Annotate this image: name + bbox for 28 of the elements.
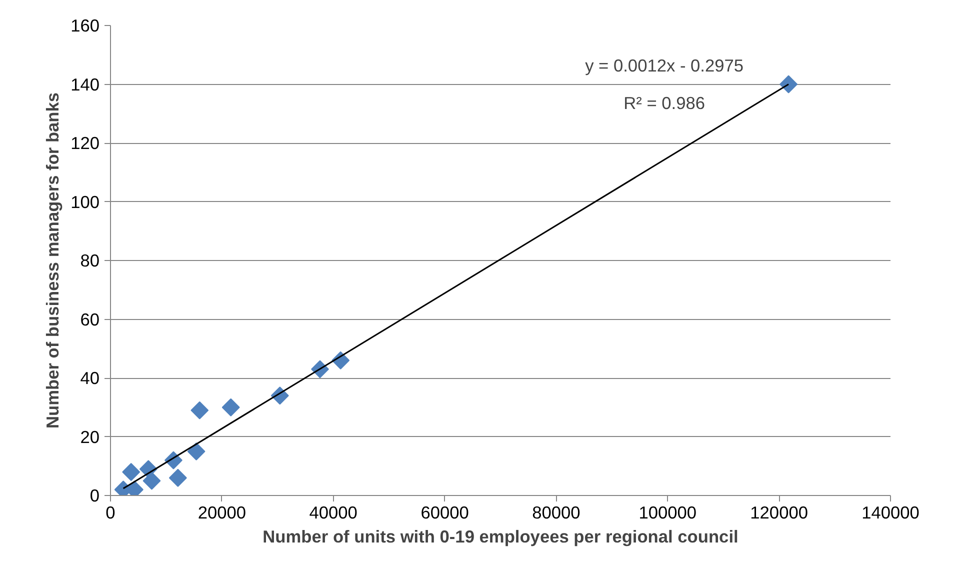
y-tick-label: 100 (70, 192, 100, 212)
y-tick-label: 0 (90, 486, 100, 506)
point (187, 442, 206, 460)
x-tick-label: 0 (106, 502, 116, 522)
x-tick-label: 80000 (532, 502, 580, 522)
y-tick-label: 120 (70, 133, 100, 153)
x-tick-label: 40000 (309, 502, 358, 522)
y-tick-label: 140 (70, 74, 100, 94)
x-tick-label: 140000 (862, 502, 920, 522)
point (222, 398, 240, 416)
y-tick-label: 20 (80, 426, 100, 447)
annotation: y = 0.0012x - 0.2975 (585, 55, 744, 76)
y-tick-label: 60 (80, 309, 100, 330)
y-tick-label: 80 (80, 250, 100, 270)
x-axis-title: Number of units with 0-19 employees per regional council (262, 526, 738, 546)
point (190, 401, 209, 420)
x-tick-label: 20000 (198, 502, 246, 522)
y-tick-label: 40 (80, 368, 100, 388)
point (142, 472, 161, 490)
x-tick-label: 120000 (750, 502, 808, 522)
point (780, 75, 798, 94)
annotation: R² = 0.986 (624, 93, 706, 114)
point (168, 468, 187, 487)
point (122, 463, 140, 481)
x-tick-label: 60000 (420, 502, 469, 522)
y-tick-label: 160 (70, 16, 100, 36)
y-axis-title: Number of business managers for banks (42, 92, 63, 429)
x-tick-label: 100000 (638, 502, 697, 522)
